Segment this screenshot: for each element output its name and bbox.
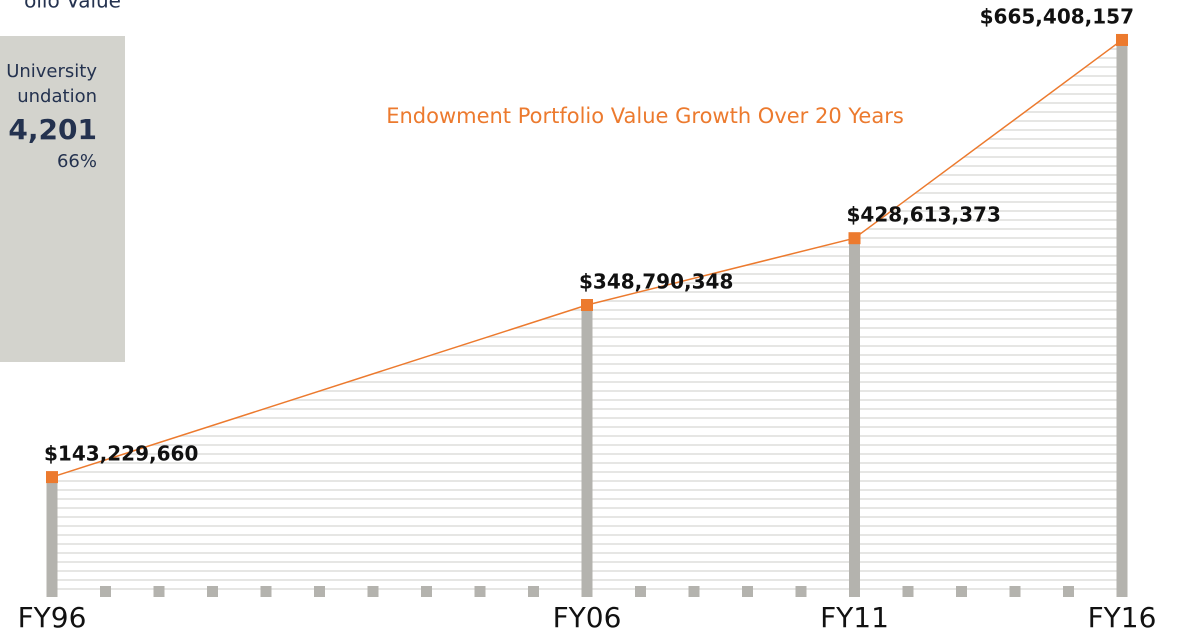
year-stub [742,586,753,597]
line-segment [586,237,855,306]
bar [1116,39,1128,597]
x-tick-label: FY96 [18,601,87,634]
year-stub [100,586,111,597]
value-label: $665,408,157 [980,4,1134,28]
year-stub [1009,586,1021,597]
side-amount: 4,201 [8,113,97,146]
x-tick-label: FY11 [820,601,889,634]
point-marker [581,299,593,312]
value-label: $143,229,660 [44,442,198,466]
value-label: $428,613,373 [847,203,1001,227]
x-tick-label: FY06 [553,601,622,634]
line-segment [854,39,1123,239]
year-stub [367,586,379,597]
year-stub [474,586,486,597]
value-label: $348,790,348 [579,270,733,294]
year-stub [207,586,218,597]
chart-title: Endowment Portfolio Value Growth Over 20… [386,104,904,128]
side-share: 66% [57,151,97,172]
year-stub [528,586,539,597]
year-stub [314,586,325,597]
year-stub [421,586,432,597]
point-marker [848,232,861,245]
point-marker [46,471,58,484]
bar [581,305,593,597]
point-marker [1116,33,1128,46]
year-stub [902,586,914,597]
year-stub [260,586,272,597]
side-panel [0,36,125,362]
side-line: undation [17,86,97,107]
year-stub [688,586,700,597]
line-segment [51,304,588,478]
bar [849,238,860,597]
year-stub [1063,586,1074,597]
year-stub [795,586,807,597]
side-line: University [6,61,97,82]
year-stub [153,586,165,597]
year-stub [956,586,967,597]
side-heading: olio Value [24,0,121,13]
bar [46,477,58,597]
x-tick-label: FY16 [1088,601,1157,634]
year-stub [635,586,646,597]
